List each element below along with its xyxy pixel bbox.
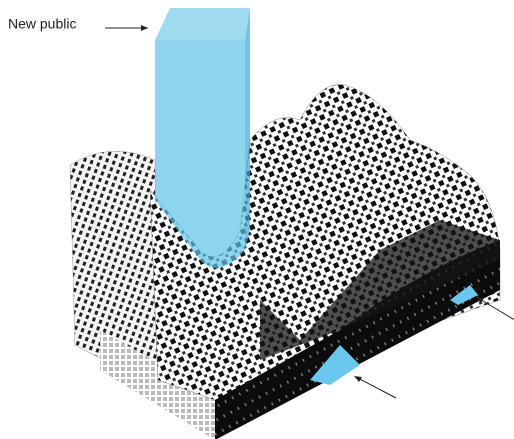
arrow xyxy=(477,297,514,321)
arrow-head xyxy=(476,297,484,303)
ground-patch xyxy=(310,345,360,385)
arrow-head xyxy=(354,376,362,382)
tower-side xyxy=(245,8,250,250)
shadow xyxy=(260,220,500,360)
tower-front xyxy=(155,40,245,268)
label: New public xyxy=(8,16,76,32)
ground-patch xyxy=(450,285,478,305)
tower-top xyxy=(155,8,250,40)
front-base xyxy=(100,330,215,439)
arrow-head xyxy=(141,25,148,31)
arrow xyxy=(355,376,397,399)
